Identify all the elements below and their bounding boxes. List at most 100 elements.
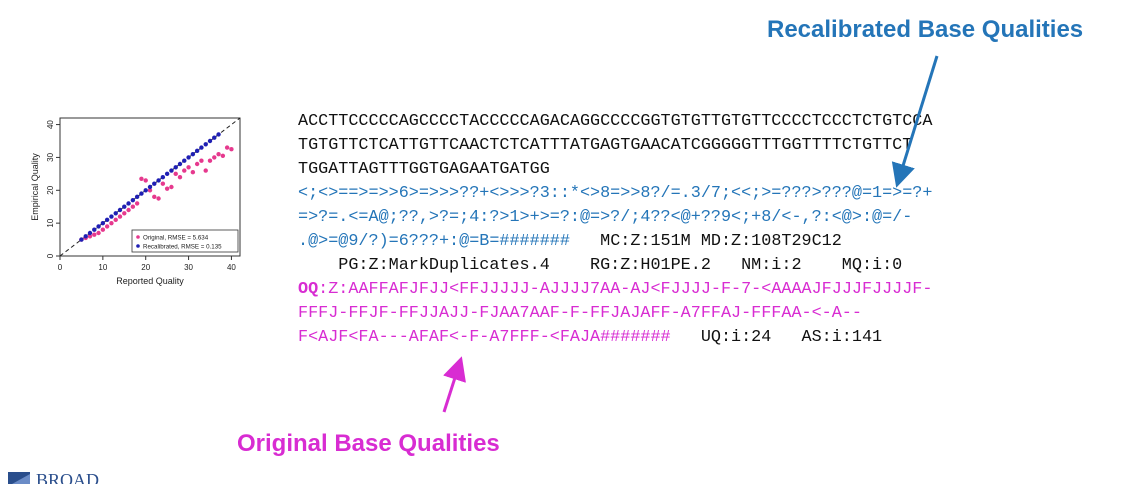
point-series0-31 <box>212 155 217 160</box>
recal-quality-line-3-row: .@>=@9/?)=6???+:@=B=####### MC:Z:151M MD… <box>298 230 842 254</box>
x-tick-label-0: 0 <box>58 263 63 272</box>
point-series0-33 <box>220 153 226 158</box>
legend-box <box>131 229 239 253</box>
original-annotation: Original Base Qualities <box>237 430 500 457</box>
point-series1-8 <box>113 211 118 216</box>
point-series0-23 <box>177 174 183 180</box>
point-series0-32 <box>216 151 221 157</box>
point-series1-32 <box>216 132 221 137</box>
point-series1-9 <box>117 207 123 213</box>
y-tick-label-20: 20 <box>46 185 55 194</box>
point-series0-8 <box>113 217 118 223</box>
oq-line-3-row: F<AJF<FA---AFAF<-F-A7FFF-<FAJA####### UQ… <box>298 326 882 350</box>
point-series1-26 <box>190 151 196 157</box>
y-tick-label-30: 30 <box>46 152 55 161</box>
point-series0-3 <box>92 232 97 237</box>
legend-marker-0 <box>136 235 140 239</box>
point-series0-29 <box>203 168 208 173</box>
point-series0-16 <box>147 188 153 193</box>
point-series1-16 <box>147 184 153 190</box>
point-series0-24 <box>182 168 187 173</box>
point-series0-9 <box>117 214 123 219</box>
point-series0-21 <box>169 184 174 190</box>
point-series0-17 <box>152 194 157 200</box>
point-series0-10 <box>122 211 127 216</box>
point-series0-6 <box>104 224 110 229</box>
x-axis-label: Reported Quality <box>116 276 184 286</box>
point-series1-2 <box>87 230 93 236</box>
point-series1-30 <box>207 138 213 144</box>
recalibrated-annotation: Recalibrated Base Qualities <box>767 16 1084 43</box>
tags-uq-as: UQ:i:24 AS:i:141 <box>670 328 883 347</box>
point-series1-24 <box>182 158 187 163</box>
point-series0-18 <box>156 196 161 201</box>
point-series1-0 <box>79 237 84 242</box>
point-series1-3 <box>92 227 97 232</box>
oq-tag: OQ <box>298 280 319 299</box>
point-series1-5 <box>100 220 106 226</box>
point-series1-11 <box>126 201 131 206</box>
recal-quality-line-2: =>?=.<=A@;??,>?=;4:?>1>+>=?:@=>?/;4??<@+… <box>298 208 913 227</box>
point-series1-20 <box>164 171 170 177</box>
point-series0-13 <box>134 201 140 206</box>
point-series0-12 <box>130 204 136 209</box>
point-series1-7 <box>109 214 114 219</box>
tags-pg-rg-nm-mq: PG:Z:MarkDuplicates.4 RG:Z:H01PE.2 NM:i:… <box>298 256 903 275</box>
point-series1-12 <box>130 197 136 203</box>
legend-entry-0: Original, RMSE = 5.634 <box>143 235 209 242</box>
point-series1-23 <box>177 161 183 167</box>
point-series1-18 <box>156 178 161 183</box>
point-series0-2 <box>87 234 93 239</box>
oq-line-3: F<AJF<FA---AFAF<-F-A7FFF-<FAJA####### <box>298 328 671 347</box>
point-series0-25 <box>186 165 191 170</box>
x-tick-label-40: 40 <box>227 263 236 272</box>
point-series0-15 <box>143 178 148 183</box>
legend-marker-1 <box>136 244 140 248</box>
point-series0-20 <box>164 186 170 191</box>
point-series0-26 <box>190 170 196 175</box>
broad-logo: BROAD <box>8 470 99 484</box>
point-series1-17 <box>152 181 157 186</box>
original-arrow <box>442 356 466 413</box>
point-series0-28 <box>199 158 204 163</box>
point-series1-29 <box>203 142 208 147</box>
sequence-line-2: TGTGTTCTCATTGTTCAACTCTCATTTATGAGTGAACATC… <box>298 136 913 155</box>
point-series1-28 <box>199 145 204 150</box>
point-series0-22 <box>173 171 178 177</box>
point-series0-4 <box>96 230 101 236</box>
point-series0-11 <box>126 207 131 213</box>
point-series1-19 <box>160 174 166 180</box>
oq-line-2: FFFJ-FFJF-FFJJAJJ-FJAA7AAF-F-FFJAJAFF-A7… <box>298 304 862 323</box>
point-series0-30 <box>207 158 213 163</box>
sequence-line-1: ACCTTCCCCCAGCCCCTACCCCCAGACAGGCCCCGGTGTG… <box>298 112 933 131</box>
y-tick-label-0: 0 <box>46 253 55 258</box>
x-tick-label-30: 30 <box>184 263 193 272</box>
point-series0-14 <box>139 176 144 181</box>
point-series1-27 <box>194 148 200 154</box>
oq-line-1-text: :Z:AAFFAFJFJJ<FFJJJJJ-AJJJJ7AA-AJ<FJJJJ-… <box>318 280 933 299</box>
plot-frame <box>59 117 241 257</box>
y-tick-label-40: 40 <box>46 120 55 129</box>
point-series1-14 <box>139 191 144 196</box>
oq-line-1: OQ:Z:AAFFAFJFJJ<FFJJJJJ-AJJJJ7AA-AJ<FJJJ… <box>298 278 932 302</box>
point-series1-25 <box>186 155 191 160</box>
point-series1-15 <box>143 188 148 193</box>
y-tick-label-10: 10 <box>46 218 55 227</box>
legend-entry-1: Recalibrated, RMSE = 0.135 <box>143 244 222 251</box>
point-series0-34 <box>224 145 230 150</box>
point-series1-31 <box>212 135 217 140</box>
x-tick-label-10: 10 <box>98 263 107 272</box>
point-series1-21 <box>169 168 174 173</box>
point-series0-19 <box>160 181 166 186</box>
x-tick-label-20: 20 <box>141 263 150 272</box>
point-series1-4 <box>96 224 101 229</box>
y-axis-label: Empirical Quality <box>30 153 40 221</box>
logo-text: BROAD <box>36 470 99 484</box>
recalibrated-arrow <box>891 55 939 188</box>
quality-scatter-plot: 0 10 20 30 40 0 10 20 30 40 Reported Quality Empiri… <box>30 117 241 286</box>
point-series0-27 <box>194 161 200 167</box>
recal-quality-line-3: .@>=@9/?)=6???+:@=B=####### <box>298 232 570 251</box>
point-series0-5 <box>100 227 106 232</box>
point-series1-10 <box>122 204 127 209</box>
